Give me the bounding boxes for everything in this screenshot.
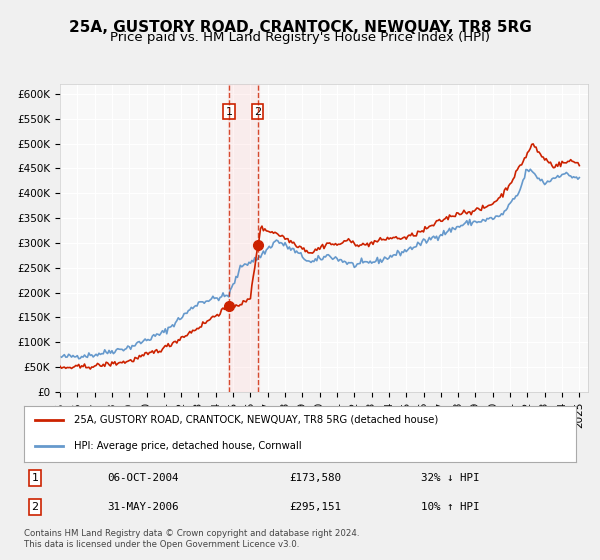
- Text: Price paid vs. HM Land Registry's House Price Index (HPI): Price paid vs. HM Land Registry's House …: [110, 31, 490, 44]
- Text: 32% ↓ HPI: 32% ↓ HPI: [421, 473, 480, 483]
- Text: 25A, GUSTORY ROAD, CRANTOCK, NEWQUAY, TR8 5RG (detached house): 25A, GUSTORY ROAD, CRANTOCK, NEWQUAY, TR…: [74, 415, 438, 425]
- Bar: [228, 84, 259, 392]
- Text: HPI: Average price, detached house, Cornwall: HPI: Average price, detached house, Corn…: [74, 441, 301, 451]
- Text: 1: 1: [32, 473, 38, 483]
- Text: 31-MAY-2006: 31-MAY-2006: [107, 502, 178, 512]
- Text: Contains HM Land Registry data © Crown copyright and database right 2024.
This d: Contains HM Land Registry data © Crown c…: [24, 529, 359, 549]
- Text: 10% ↑ HPI: 10% ↑ HPI: [421, 502, 480, 512]
- Text: 06-OCT-2004: 06-OCT-2004: [107, 473, 178, 483]
- Text: 2: 2: [31, 502, 38, 512]
- Text: £295,151: £295,151: [289, 502, 341, 512]
- Text: £173,580: £173,580: [289, 473, 341, 483]
- Text: 2: 2: [254, 107, 261, 116]
- Text: 1: 1: [226, 107, 233, 116]
- Text: 25A, GUSTORY ROAD, CRANTOCK, NEWQUAY, TR8 5RG: 25A, GUSTORY ROAD, CRANTOCK, NEWQUAY, TR…: [68, 20, 532, 35]
